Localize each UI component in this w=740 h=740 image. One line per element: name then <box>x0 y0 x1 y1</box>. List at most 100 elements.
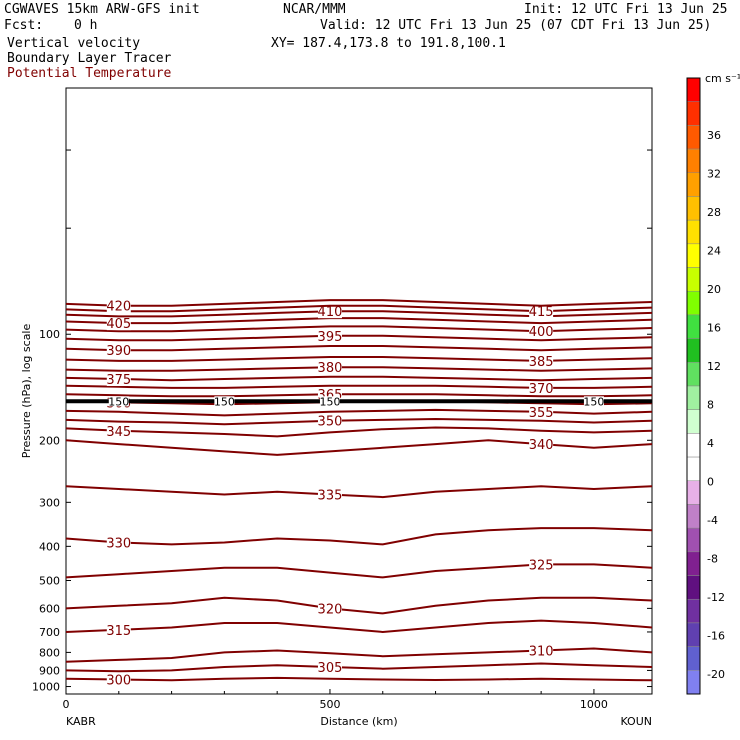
contour-label: 340 <box>529 438 554 453</box>
isentrope-line <box>65 356 653 362</box>
colorbar-swatch <box>686 409 701 434</box>
colorbar-swatch <box>686 670 701 695</box>
colorbar-swatch <box>686 314 701 339</box>
contour-label-bg <box>317 328 342 343</box>
contour-label: 350 <box>318 415 343 430</box>
header-org: NCAR/MMM <box>283 2 346 17</box>
contour-label-bg <box>529 324 554 339</box>
contour-label-bg <box>529 643 554 658</box>
colorbar-swatch <box>686 101 701 126</box>
colorbar-swatch <box>686 622 701 647</box>
contour-label-bg <box>529 304 554 319</box>
tracer-label: 150 <box>319 395 340 408</box>
contour-label-bg <box>317 659 342 674</box>
colorbar-tick-label: -12 <box>707 591 725 604</box>
y-axis-label: Pressure (hPa), log scale <box>20 324 33 459</box>
colorbar-swatch <box>686 385 701 410</box>
tracer-label-bg <box>583 396 604 407</box>
isentrope-line <box>65 375 653 382</box>
header-field3: Potential Temperature <box>7 66 172 81</box>
colorbar-swatch <box>686 527 701 553</box>
contour-label: 385 <box>529 355 554 370</box>
isentrope-line <box>65 676 653 682</box>
isentrope-line <box>65 417 653 426</box>
y-tick-label: 300 <box>39 496 60 509</box>
colorbar-swatch <box>686 433 701 458</box>
contour-label: 380 <box>318 361 343 376</box>
isentrope-line <box>65 426 653 438</box>
isentrope-line <box>65 345 653 352</box>
header-init: Init: 12 UTC Fri 13 Jun 25 <box>524 2 728 17</box>
tracer-label-bg <box>108 396 129 407</box>
contour-label-bg <box>106 372 131 387</box>
colorbar-swatch <box>686 504 701 529</box>
contour-label: 315 <box>106 624 131 639</box>
colorbar-swatch <box>686 196 701 221</box>
isentrope-line <box>65 334 653 342</box>
colorbar-tick-label: 24 <box>707 244 721 257</box>
contour-label-bg <box>106 672 131 687</box>
contour-label-bg <box>317 487 342 502</box>
colorbar-tick-label: -8 <box>707 552 718 565</box>
colorbar-swatch <box>686 125 701 150</box>
x-tick-label: 1000 <box>580 698 608 711</box>
contour-label-bg <box>529 557 554 572</box>
colorbar-swatch <box>686 290 701 316</box>
colorbar-tick-label: 36 <box>707 129 721 142</box>
isentrope-line <box>65 408 653 417</box>
isentrope-line <box>65 596 653 615</box>
isentrope-line <box>65 485 653 499</box>
x-tick-label: 0 <box>63 698 70 711</box>
contour-label-bg <box>317 413 342 428</box>
contour-label-bg <box>317 601 342 616</box>
contour-label: 420 <box>106 300 131 315</box>
contour-label-bg <box>106 316 131 331</box>
colorbar-swatch <box>686 148 701 174</box>
colorbar-tick-label: 32 <box>707 167 721 180</box>
contour-label-bg <box>317 304 342 319</box>
y-tick-label: 400 <box>39 540 60 553</box>
contour-label: 345 <box>106 425 131 440</box>
contour-label: 415 <box>529 305 554 320</box>
header-valid: Valid: 12 UTC Fri 13 Jun 25 (07 CDT Fri … <box>320 18 712 33</box>
contour-label-bg <box>106 535 131 550</box>
isentrope-line <box>65 662 653 673</box>
colorbar-tick-label: 16 <box>707 321 721 334</box>
header-fcst-label: Fcst: <box>4 18 44 33</box>
header-field2: Boundary Layer Tracer <box>7 51 172 66</box>
colorbar-swatch <box>686 598 701 624</box>
plot-frame <box>65 87 653 695</box>
contour-label: 310 <box>529 644 554 659</box>
colorbar-frame <box>686 77 701 695</box>
y-tick-label: 800 <box>39 646 60 659</box>
y-tick-label: 500 <box>39 574 60 587</box>
colorbar-tick-label: -20 <box>707 668 725 681</box>
contour-label: 330 <box>106 536 131 551</box>
contour-label: 335 <box>318 488 343 503</box>
contour-label: 395 <box>318 330 343 345</box>
header-xy: XY= 187.4,173.8 to 191.8,100.1 <box>271 36 506 51</box>
isentrope-line <box>65 299 653 307</box>
endpoint-left: KABR <box>66 715 96 728</box>
colorbar-tick-label: 0 <box>707 475 714 488</box>
colorbar-swatch <box>686 480 701 505</box>
y-tick-label: 1000 <box>32 681 60 694</box>
contour-label: 405 <box>106 317 131 332</box>
colorbar-swatch <box>686 362 701 387</box>
header-fcst-value: 0 h <box>74 18 98 33</box>
y-tick-label: 700 <box>39 626 60 639</box>
contour-label-bg <box>529 353 554 368</box>
contour-label: 325 <box>529 558 554 573</box>
colorbar-tick-label: 20 <box>707 283 721 296</box>
contour-label: 370 <box>529 382 554 397</box>
y-tick-label: 100 <box>39 328 60 341</box>
isentrope-line <box>65 619 653 634</box>
isentrope-line <box>65 563 653 579</box>
colorbar-tick-label: 28 <box>707 206 721 219</box>
colorbar: cm s⁻¹ 36 32 28 24 20 16 12 8 4 0 -4 -8 -12 -16 -20 <box>686 72 740 695</box>
colorbar-swatch <box>686 456 701 482</box>
contour-label: 375 <box>106 373 131 388</box>
contour-label: 410 <box>318 305 343 320</box>
